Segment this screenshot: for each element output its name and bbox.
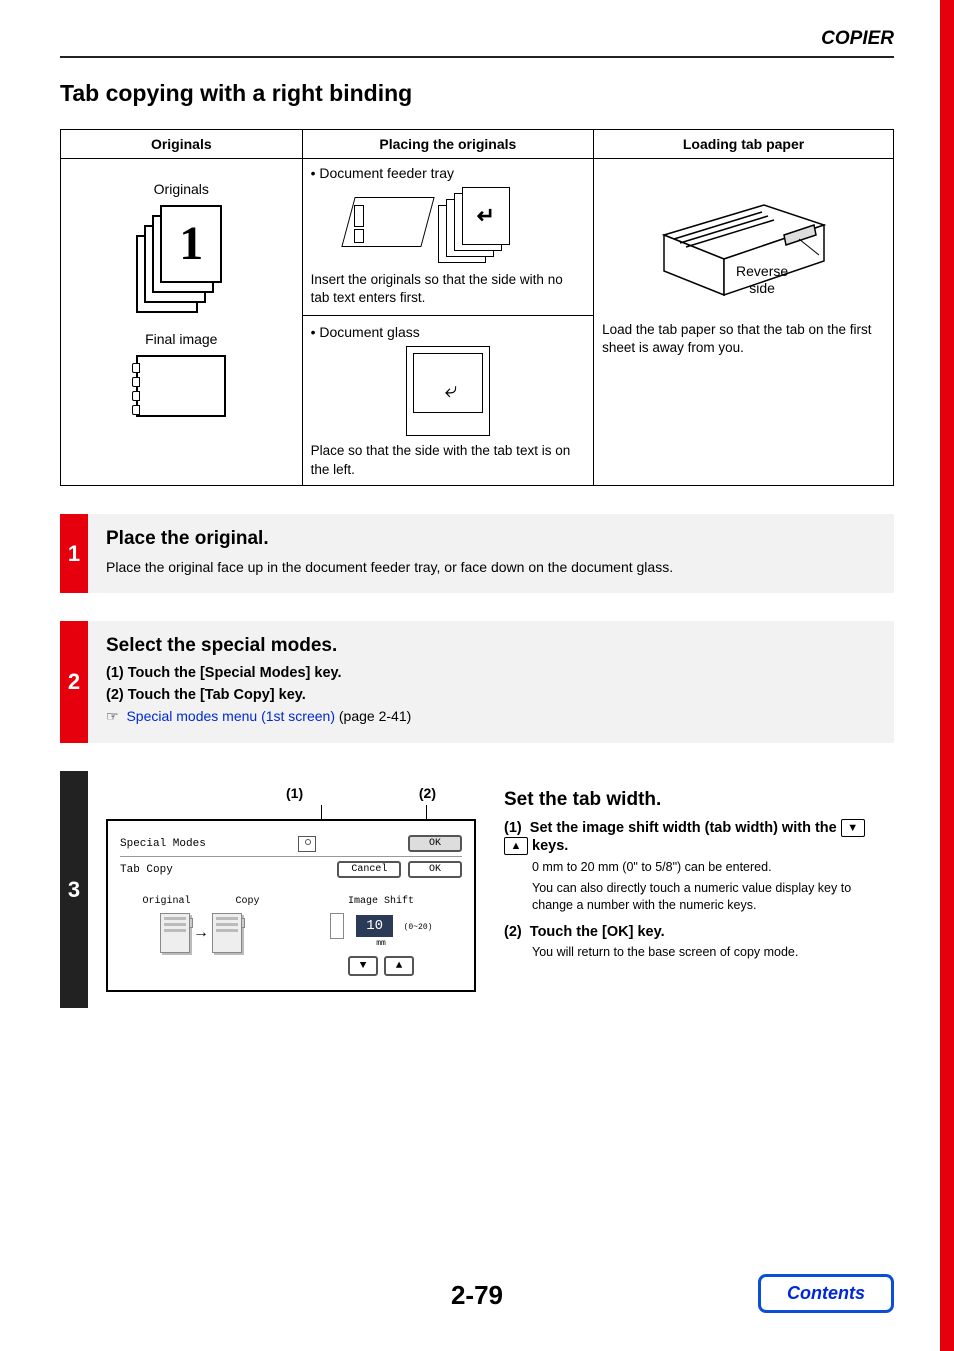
arrow-right-icon: → [196,924,206,942]
info-table: Originals Placing the originals Loading … [60,129,894,486]
l2-note: You will return to the base screen of co… [504,944,876,961]
step-2-sub2: (2) Touch the [Tab Copy] key. [106,687,876,703]
l1-note1: 0 mm to 20 mm (0" to 5/8") can be entere… [504,859,876,876]
step-1-title: Place the original. [106,528,876,550]
th-loading: Loading tab paper [594,130,894,159]
panel-main: Original Copy → Image Shift [120,882,462,976]
loading-caption: Load the tab paper so that the tab on th… [602,321,885,357]
step-2-number: 2 [60,621,88,743]
preview-box: Original Copy → [120,896,282,976]
l1-text-b: keys. [532,838,568,854]
link-suffix: (page 2-41) [335,708,411,724]
feeder-tray-icon: ↵ [348,187,548,265]
shift-range: (0~20) [404,923,433,932]
page-header: COPIER [60,28,894,58]
key-down-icon: ▼ [841,819,865,837]
originals-label: Originals [69,181,294,197]
preview-original-label: Original [142,896,190,907]
l1-note2: You can also directly touch a numeric va… [504,880,876,914]
document-glass-icon: ⤶ [406,346,490,436]
panel-top-ok-button[interactable]: OK [408,835,462,852]
side-tab [940,0,954,1351]
step-3-line1: (1) Set the image shift width (tab width… [504,819,876,855]
special-modes-link[interactable]: Special modes menu (1st screen) [126,708,335,724]
feeder-bullet: • Document feeder tray [311,165,586,181]
originals-stack-icon: 1 [136,205,226,315]
step-3: 3 (1) (2) Special Modes OK [60,771,894,1008]
l2-label: (2) [504,924,522,940]
callout-2: (2) [419,785,436,801]
step-1-number: 1 [60,514,88,594]
glass-caption: Place so that the side with the tab text… [311,442,586,478]
cancel-button[interactable]: Cancel [337,861,401,878]
decrement-button[interactable]: ▼ [348,956,378,976]
step-3-number: 3 [60,771,88,1008]
l1-text-a: Set the image shift width (tab width) wi… [530,820,841,836]
section-title: Tab copying with a right binding [60,80,894,107]
image-shift-label: Image Shift [300,896,462,907]
step-2-link-row: ☞ Special modes menu (1st screen) (page … [106,707,876,727]
shift-unit: mm [300,939,462,948]
preview-copy-label: Copy [235,896,259,907]
key-up-icon: ▲ [504,837,528,855]
panel-title-row: Special Modes OK [120,831,462,857]
final-image-icon [136,355,226,417]
ruler-icon [330,913,344,939]
step-3-line2: (2) Touch the [OK] key. [504,924,876,940]
callout-lines [106,805,476,819]
arrow-down-icon: ⤶ [445,377,457,403]
shift-value-display[interactable]: 10 [356,915,393,937]
l1-label: (1) [504,820,522,836]
step-3-title: Set the tab width. [504,789,876,811]
feeder-caption: Insert the originals so that the side wi… [311,271,586,307]
step-2-body: Select the special modes. (1) Touch the … [88,621,894,743]
panel-sub-row: Tab Copy Cancel OK [120,857,462,882]
th-originals: Originals [61,130,303,159]
table-header-row: Originals Placing the originals Loading … [61,130,894,159]
header-title: COPIER [821,28,894,50]
cell-loading: Reverse side Load the tab paper so that … [594,159,894,486]
panel-column: (1) (2) Special Modes OK Tab Copy [106,785,476,992]
l2-text: Touch the [OK] key. [530,924,665,940]
contents-button[interactable]: Contents [758,1274,894,1313]
cell-originals: Originals 1 Final image [61,159,303,486]
aux-icon[interactable] [298,836,316,852]
increment-button[interactable]: ▲ [384,956,414,976]
step-2-sub1: (1) Touch the [Special Modes] key. [106,665,876,681]
panel-subtitle: Tab Copy [120,864,173,876]
step-1-text: Place the original face up in the docume… [106,558,876,578]
step-3-body: (1) (2) Special Modes OK Tab Copy [88,771,894,1008]
final-image-label: Final image [69,331,294,347]
step-1-body: Place the original. Place the original f… [88,514,894,594]
mini-original-icon [160,913,190,953]
step-2: 2 Select the special modes. (1) Touch th… [60,621,894,743]
image-shift-box: Image Shift 10 (0~20) mm ▼ ▲ [300,896,462,976]
callout-1: (1) [286,785,303,801]
step-3-instructions: Set the tab width. (1) Set the image shi… [504,785,876,992]
glass-bullet: • Document glass [311,324,586,340]
content-area: Tab copying with a right binding Origina… [60,80,894,1008]
arrow-left-icon: ↵ [477,203,495,229]
big-digit: 1 [179,220,203,268]
tab-copy-panel: Special Modes OK Tab Copy Cancel OK [106,819,476,992]
ok-button[interactable]: OK [408,861,462,878]
step-2-title: Select the special modes. [106,635,876,657]
cell-placing: • Document feeder tray ↵ Insert the orig… [302,159,594,486]
th-placing: Placing the originals [302,130,594,159]
panel-title: Special Modes [120,838,206,850]
mini-copy-icon [212,913,242,953]
reverse-side-label: Reverse side [722,263,802,297]
table-body-row: Originals 1 Final image • Document feede… [61,159,894,486]
step-1: 1 Place the original. Place the original… [60,514,894,594]
pointer-icon: ☞ [106,708,122,724]
